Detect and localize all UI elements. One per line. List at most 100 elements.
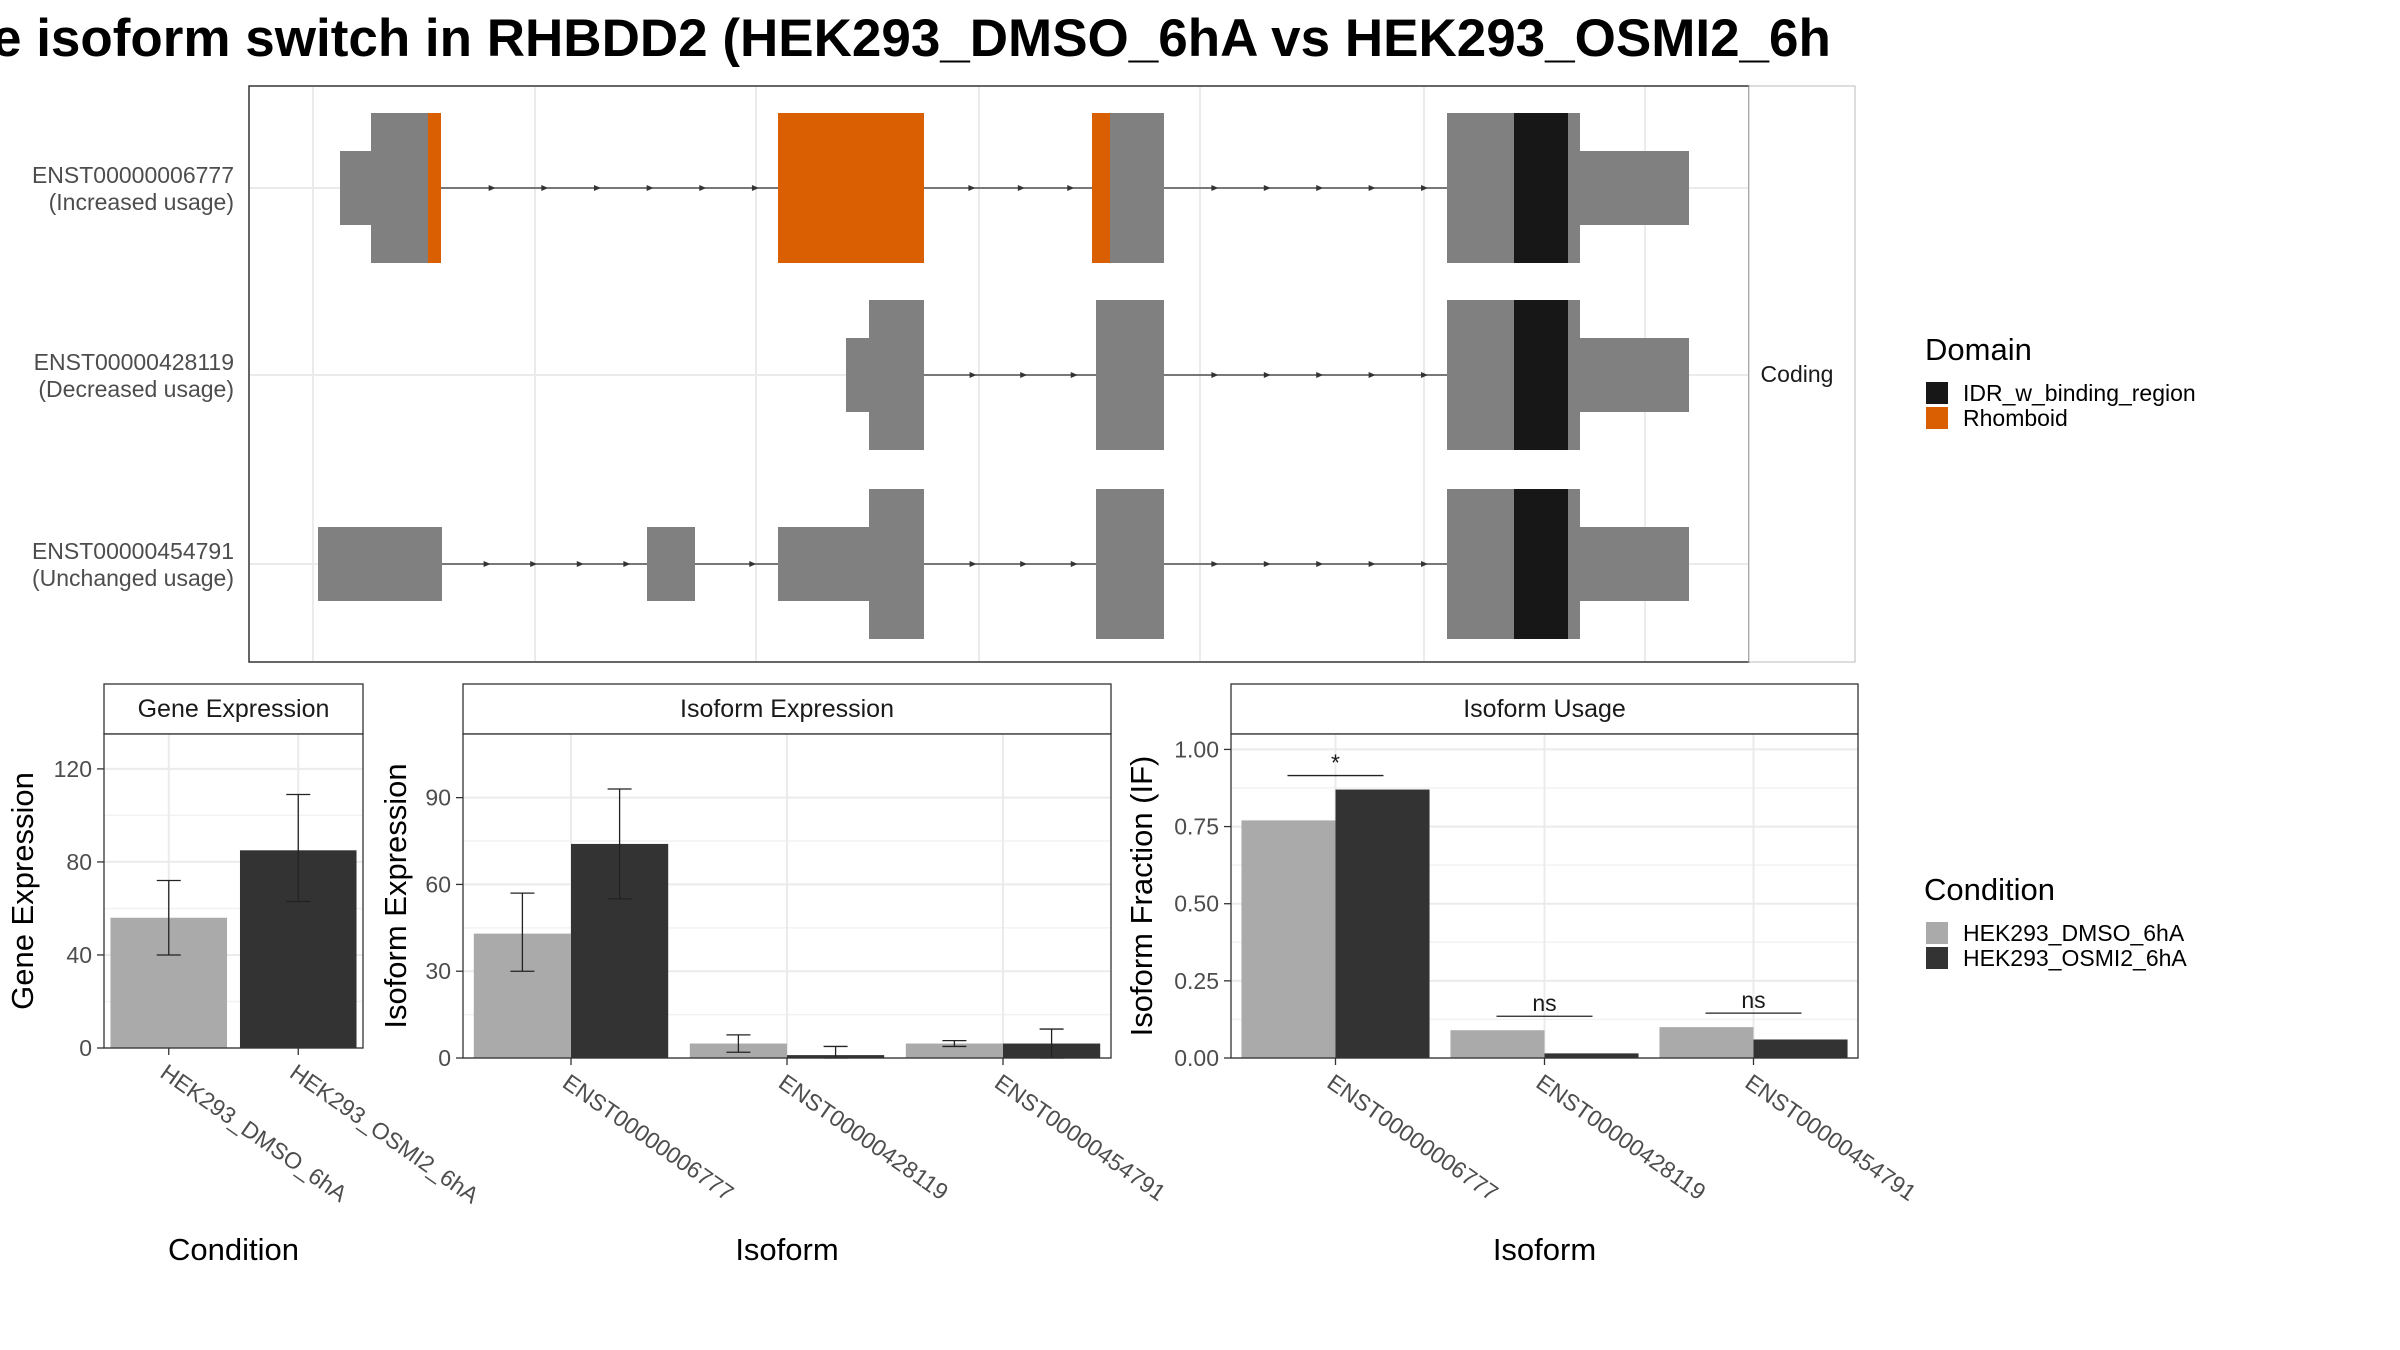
gene-expression-ytick-label: 80	[66, 849, 92, 875]
intron-arrow	[1020, 561, 1028, 567]
figure-title: e isoform switch in RHBDD2 (HEK293_DMSO_…	[0, 9, 1831, 68]
isoform-usage-ytick-label: 0.00	[1174, 1045, 1219, 1071]
intron-arrow	[593, 185, 601, 191]
exon-segment	[869, 300, 924, 450]
isoform-expression-x-title: Isoform	[735, 1232, 838, 1267]
isoform-usage-xtick-label: ENST00000454791	[1741, 1069, 1921, 1206]
intron-arrow	[530, 561, 538, 567]
exon-segment	[1096, 300, 1164, 450]
isoform-usage-bar	[1753, 1039, 1848, 1058]
exon-segment	[1580, 151, 1689, 225]
isoform-usage-bar	[1450, 1030, 1545, 1058]
isoform-usage-significance-label: *	[1331, 750, 1340, 776]
isoform-expression-ytick-label: 60	[425, 871, 451, 897]
intron-arrow	[1421, 561, 1429, 567]
intron-arrow	[1263, 561, 1271, 567]
intron-arrow	[1211, 372, 1219, 378]
gene-expression-strip-title: Gene Expression	[138, 695, 330, 723]
exon-segment	[778, 527, 869, 601]
intron-arrow	[1070, 372, 1078, 378]
condition-legend-key	[1926, 922, 1948, 944]
isoform-usage-significance-label: ns	[1741, 987, 1765, 1013]
intron-arrow	[488, 185, 496, 191]
isoform-usage-significance-label: ns	[1532, 990, 1556, 1016]
isoform-expression-bar	[905, 1043, 1003, 1058]
exon-segment	[1447, 300, 1514, 450]
rhomboid-domain-segment	[1092, 113, 1110, 263]
isoform-usage-bar	[1544, 1053, 1639, 1058]
intron-arrow	[969, 561, 977, 567]
isoform-usage-chart: Isoform Usage 0.00 0.25 0.50 0.75 1.00 * ns ns EN…	[1124, 683, 1921, 1267]
isoform-usage-ytick-label: 0.25	[1174, 968, 1219, 994]
exon-segment	[1568, 300, 1580, 450]
exon-segment	[1580, 338, 1689, 412]
transcript-id-label: ENST00000454791	[32, 538, 234, 564]
structure-tracks	[318, 113, 1689, 639]
exon-segment	[1580, 527, 1689, 601]
intron-arrow	[751, 185, 759, 191]
exon-segment	[1096, 489, 1164, 639]
intron-arrow	[1263, 372, 1271, 378]
domain-legend-title: Domain	[1925, 332, 2032, 367]
idr-domain-segment	[1514, 113, 1568, 263]
intron-arrow	[1421, 372, 1429, 378]
intron-arrow	[1067, 185, 1075, 191]
idr-domain-segment	[1514, 300, 1568, 450]
isoform-usage-xtick-label: ENST00000006777	[1323, 1069, 1503, 1206]
condition-legend-label: HEK293_DMSO_6hA	[1963, 920, 2185, 946]
isoform-expression-xtick-label: ENST00000428119	[774, 1069, 953, 1205]
coding-strip-label: Coding	[1761, 361, 1834, 387]
exon-segment	[869, 489, 924, 639]
structure-transcript-labels: ENST00000006777(Increased usage) ENST0000…	[32, 162, 234, 591]
intron-arrow	[1020, 372, 1028, 378]
isoform-usage-ytick-label: 0.50	[1174, 891, 1219, 917]
condition-legend-title: Condition	[1924, 872, 2055, 907]
isoform-usage-xtick-label: ENST00000428119	[1532, 1069, 1711, 1205]
intron-arrow	[646, 185, 654, 191]
intron-arrow	[1263, 185, 1271, 191]
isoform-expression-chart: Isoform Expression 0 30 60 90 ENST00000006777…	[378, 683, 1171, 1267]
intron-arrow	[1211, 185, 1219, 191]
isoform-expression-xtick-label: ENST00000454791	[990, 1069, 1170, 1206]
intron-arrow	[1017, 185, 1025, 191]
exon-segment	[846, 338, 869, 412]
domain-legend-label: Rhomboid	[1963, 405, 2068, 431]
intron-arrow	[576, 561, 584, 567]
intron-arrow	[969, 372, 977, 378]
isoform-expression-strip-title: Isoform Expression	[680, 695, 894, 723]
intron-arrow	[483, 561, 491, 567]
domain-legend-key	[1926, 382, 1948, 404]
exon-segment	[647, 527, 695, 601]
exon-segment	[340, 151, 371, 225]
gene-expression-ytick-label: 120	[54, 756, 92, 782]
intron-arrow	[541, 185, 549, 191]
isoform-usage-x-title: Isoform	[1493, 1232, 1596, 1267]
domain-legend-key	[1926, 407, 1948, 429]
isoform-expression-y-title: Isoform Expression	[378, 763, 413, 1028]
intron-arrow	[1316, 372, 1324, 378]
intron-arrow	[749, 561, 757, 567]
intron-arrow	[1368, 561, 1376, 567]
isoform-usage-ytick-label: 1.00	[1174, 736, 1219, 762]
gene-expression-ytick-label: 0	[79, 1035, 92, 1061]
domain-legend-label: IDR_w_binding_region	[1963, 380, 2196, 406]
transcript-id-label: ENST00000006777	[32, 162, 234, 188]
isoform-expression-ytick-label: 0	[438, 1045, 451, 1071]
transcript-id-label: ENST00000428119	[34, 349, 234, 375]
exon-segment	[1447, 489, 1514, 639]
intron-arrow	[1070, 561, 1078, 567]
intron-arrow	[1316, 185, 1324, 191]
exon-segment	[318, 527, 442, 601]
intron-arrow	[1211, 561, 1219, 567]
gene-expression-y-title: Gene Expression	[5, 772, 40, 1010]
isoform-usage-ytick-label: 0.75	[1174, 814, 1219, 840]
gene-expression-frame	[103, 733, 364, 1049]
intron-arrow	[968, 185, 976, 191]
exon-segment	[1110, 113, 1164, 263]
isoform-expression-ytick-label: 30	[425, 958, 451, 984]
intron-arrow	[699, 185, 707, 191]
rhomboid-domain-segment	[428, 113, 441, 263]
